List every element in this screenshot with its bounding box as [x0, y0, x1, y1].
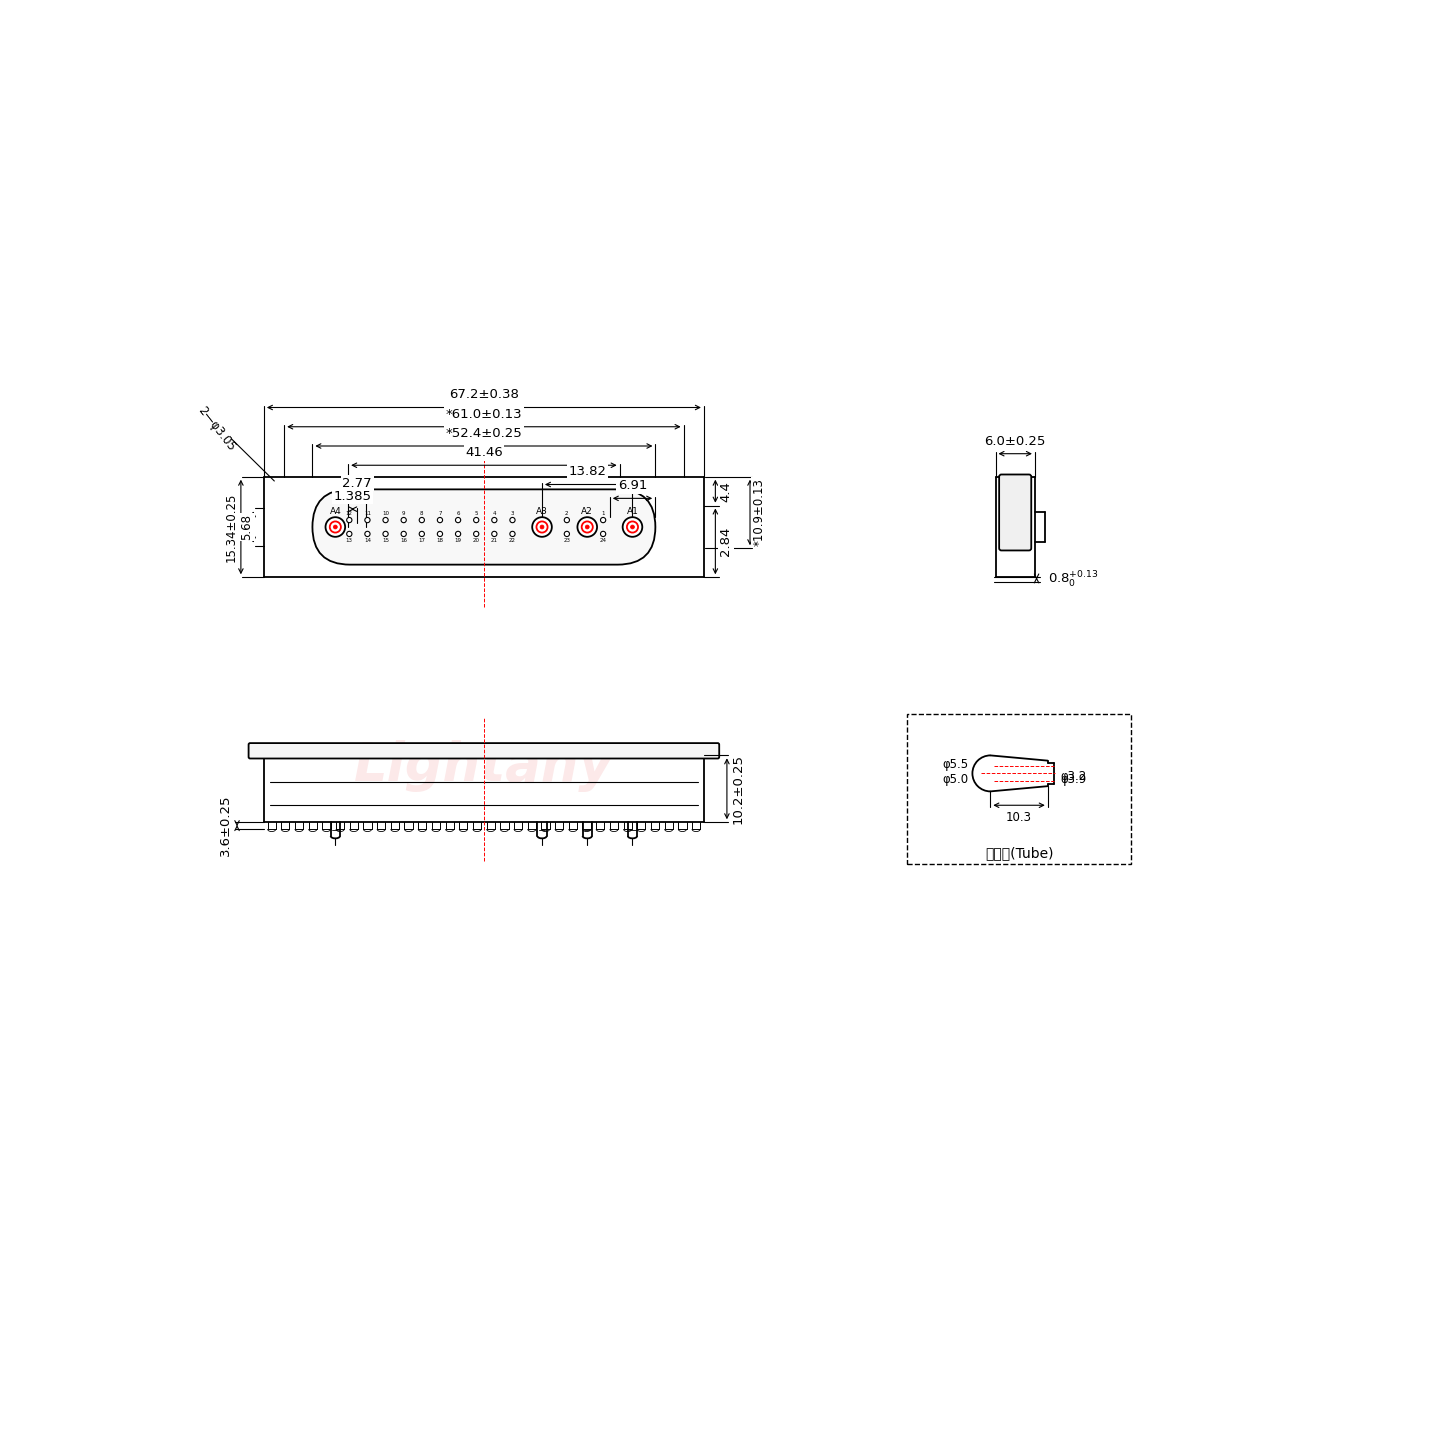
Text: 15.34±0.25: 15.34±0.25: [225, 492, 238, 562]
Text: 12: 12: [346, 511, 353, 517]
Circle shape: [600, 517, 606, 523]
Text: φ3.2: φ3.2: [1060, 770, 1086, 783]
Circle shape: [533, 517, 552, 537]
Text: 14: 14: [364, 537, 372, 543]
Text: 0.8$^{+0.13}_{0}$: 0.8$^{+0.13}_{0}$: [1048, 570, 1099, 590]
Text: 41.46: 41.46: [465, 446, 503, 459]
Text: 2—φ3.05: 2—φ3.05: [194, 405, 238, 454]
Text: 19: 19: [455, 537, 462, 543]
Circle shape: [438, 531, 442, 537]
Text: 4: 4: [492, 511, 497, 517]
Text: 21: 21: [491, 537, 498, 543]
Circle shape: [564, 531, 569, 537]
Text: 24: 24: [599, 537, 606, 543]
Text: 20: 20: [472, 537, 480, 543]
Circle shape: [330, 521, 341, 533]
Circle shape: [334, 526, 337, 528]
Circle shape: [383, 517, 389, 523]
Circle shape: [510, 531, 516, 537]
FancyBboxPatch shape: [312, 490, 655, 564]
Circle shape: [455, 517, 461, 523]
Circle shape: [540, 526, 544, 528]
Circle shape: [626, 521, 638, 533]
Text: 8: 8: [420, 511, 423, 517]
Circle shape: [419, 517, 425, 523]
Circle shape: [347, 517, 351, 523]
Circle shape: [577, 517, 598, 537]
Text: A4: A4: [330, 507, 341, 516]
Text: 1.385: 1.385: [334, 490, 372, 503]
Bar: [907, 714, 1130, 864]
Text: 2: 2: [564, 511, 569, 517]
Text: 2.84: 2.84: [719, 527, 732, 556]
Text: 10.2±0.25: 10.2±0.25: [732, 753, 744, 824]
Text: 5: 5: [474, 511, 478, 517]
Text: 23: 23: [563, 537, 570, 543]
Circle shape: [491, 517, 497, 523]
Text: 3.6±0.25: 3.6±0.25: [219, 795, 232, 857]
Circle shape: [325, 517, 346, 537]
Text: 22: 22: [508, 537, 516, 543]
Circle shape: [455, 531, 461, 537]
Text: 6: 6: [456, 511, 459, 517]
Text: 屏蔽管(Tube): 屏蔽管(Tube): [985, 847, 1053, 860]
Circle shape: [383, 531, 389, 537]
Text: 6.0±0.25: 6.0±0.25: [985, 435, 1045, 448]
Text: φ3.9: φ3.9: [1060, 773, 1086, 786]
Text: 10.3: 10.3: [1007, 811, 1032, 825]
Text: *10.9±0.13: *10.9±0.13: [753, 478, 766, 546]
Text: 15: 15: [382, 537, 389, 543]
Text: A1: A1: [626, 507, 638, 516]
Circle shape: [402, 531, 406, 537]
Circle shape: [491, 531, 497, 537]
Circle shape: [364, 517, 370, 523]
Circle shape: [438, 517, 442, 523]
Circle shape: [474, 517, 480, 523]
Circle shape: [474, 531, 480, 537]
Text: Lightany: Lightany: [354, 740, 613, 792]
Circle shape: [419, 531, 425, 537]
Circle shape: [537, 521, 547, 533]
Text: 9: 9: [402, 511, 406, 517]
Text: *61.0±0.13: *61.0±0.13: [445, 408, 523, 420]
Text: 3: 3: [511, 511, 514, 517]
Text: A2: A2: [582, 507, 593, 516]
Circle shape: [510, 517, 516, 523]
Text: A3: A3: [536, 507, 549, 516]
Circle shape: [564, 517, 569, 523]
Text: 7: 7: [438, 511, 442, 517]
Circle shape: [347, 531, 351, 537]
Text: 67.2±0.38: 67.2±0.38: [449, 389, 518, 402]
Text: φ5.5: φ5.5: [942, 757, 969, 770]
Circle shape: [600, 531, 606, 537]
Circle shape: [622, 517, 642, 537]
Text: 10: 10: [382, 511, 389, 517]
Circle shape: [631, 526, 635, 528]
Text: 13.82: 13.82: [569, 465, 606, 478]
Text: 16: 16: [400, 537, 408, 543]
Text: 18: 18: [436, 537, 444, 543]
Text: *52.4±0.25: *52.4±0.25: [445, 426, 523, 439]
Text: 17: 17: [419, 537, 425, 543]
Circle shape: [582, 521, 593, 533]
Circle shape: [402, 517, 406, 523]
Text: 6.91: 6.91: [618, 480, 647, 492]
Text: 1: 1: [602, 511, 605, 517]
FancyBboxPatch shape: [999, 475, 1031, 550]
Circle shape: [585, 526, 589, 528]
Text: φ5.0: φ5.0: [942, 773, 969, 786]
Text: 5.68: 5.68: [240, 514, 253, 540]
Circle shape: [364, 531, 370, 537]
Text: 13: 13: [346, 537, 353, 543]
FancyBboxPatch shape: [249, 743, 719, 759]
Text: 2.77: 2.77: [343, 477, 372, 490]
Text: 4.4: 4.4: [719, 481, 732, 501]
Text: 11: 11: [364, 511, 372, 517]
